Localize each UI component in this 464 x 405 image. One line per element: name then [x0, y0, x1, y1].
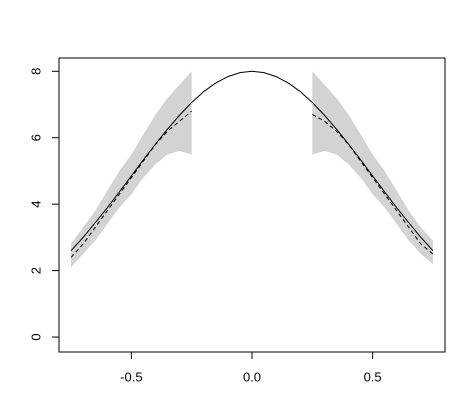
y-tick-label: 2 [28, 267, 43, 274]
dashed-line [70, 110, 434, 258]
y-tick-label: 0 [28, 333, 43, 340]
confidence-band [312, 71, 433, 264]
x-tick-label: 0.5 [364, 369, 382, 384]
x-tick-label: 0.0 [243, 369, 261, 384]
line [70, 70, 434, 252]
y-tick-label: 6 [28, 134, 43, 141]
y-tick-label: 4 [28, 201, 43, 208]
x-tick-label: -0.5 [120, 369, 142, 384]
confidence-band [71, 71, 192, 268]
y-tick-label: 8 [28, 68, 43, 75]
